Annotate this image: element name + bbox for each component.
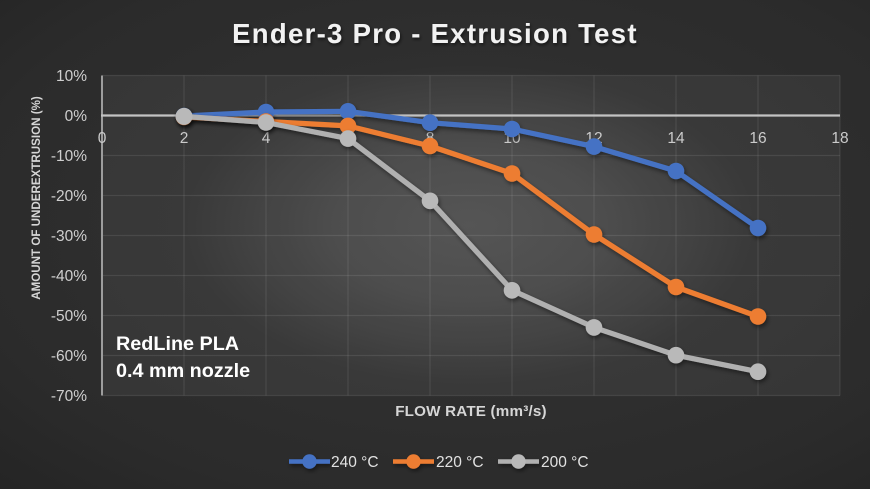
svg-text:10%: 10% (56, 68, 87, 85)
svg-text:0.4 mm nozzle: 0.4 mm nozzle (116, 360, 250, 382)
svg-text:-60%: -60% (51, 348, 87, 365)
svg-text:240 °C: 240 °C (331, 454, 379, 471)
svg-text:-70%: -70% (51, 388, 87, 405)
svg-text:200 °C: 200 °C (541, 454, 589, 471)
svg-text:-10%: -10% (51, 148, 87, 165)
svg-text:-30%: -30% (51, 228, 87, 245)
svg-text:0: 0 (98, 130, 107, 147)
svg-text:0%: 0% (65, 108, 88, 125)
svg-text:Ender-3 Pro - Extrusion Test: Ender-3 Pro - Extrusion Test (232, 18, 638, 49)
svg-text:-20%: -20% (51, 188, 87, 205)
svg-text:18: 18 (831, 130, 848, 147)
svg-text:16: 16 (749, 130, 766, 147)
svg-text:14: 14 (667, 130, 685, 147)
svg-text:AMOUNT OF UNDEREXTRUSION (%): AMOUNT OF UNDEREXTRUSION (%) (30, 96, 43, 300)
svg-text:RedLine PLA: RedLine PLA (116, 333, 239, 355)
svg-text:2: 2 (180, 130, 189, 147)
svg-text:220 °C: 220 °C (436, 454, 484, 471)
svg-text:-40%: -40% (51, 268, 87, 285)
svg-text:FLOW RATE (mm³/s): FLOW RATE (mm³/s) (395, 403, 547, 420)
svg-text:-50%: -50% (51, 308, 87, 325)
svg-text:4: 4 (262, 130, 271, 147)
